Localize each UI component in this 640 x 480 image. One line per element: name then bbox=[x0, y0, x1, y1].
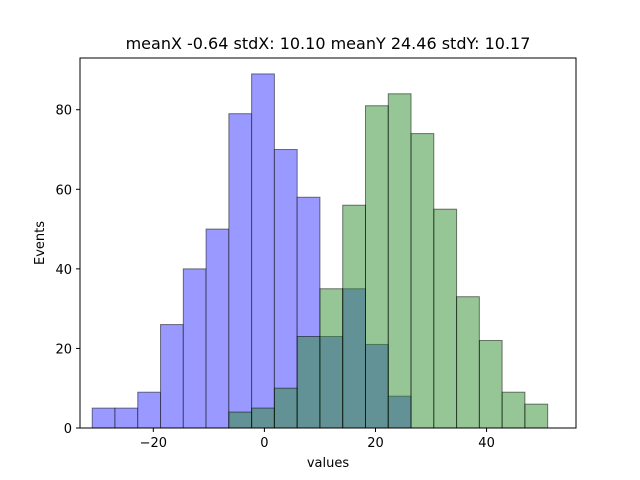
plot-area bbox=[91, 73, 549, 429]
y-tick-label: 0 bbox=[64, 422, 72, 437]
bar-series-1-bin-9 bbox=[273, 149, 298, 429]
y-tick-label: 60 bbox=[55, 183, 72, 198]
bar-series-2-bin-9 bbox=[410, 133, 435, 429]
bar-series-2-bin-2 bbox=[251, 407, 275, 429]
bar-series-1-bin-3 bbox=[137, 391, 162, 429]
bar-series-2-bin-4 bbox=[296, 335, 321, 429]
x-tick-label: −20 bbox=[140, 436, 167, 451]
y-axis-label: Events bbox=[33, 221, 48, 265]
x-tick-label: 40 bbox=[478, 436, 495, 451]
bar-series-2-bin-3 bbox=[273, 387, 298, 429]
bar-series-2-bin-12 bbox=[478, 339, 503, 429]
y-tick-label: 80 bbox=[55, 104, 72, 119]
bar-series-1-bin-6 bbox=[205, 228, 230, 429]
y-axis: 0 20 40 60 80 bbox=[55, 104, 80, 437]
bar-series-1-bin-8 bbox=[251, 73, 275, 429]
bar-series-2-bin-11 bbox=[456, 296, 480, 429]
bar-series-2-bin-5 bbox=[319, 288, 344, 429]
bar-series-2-bin-14 bbox=[524, 403, 549, 429]
bar-series-2-bin-8 bbox=[387, 93, 412, 429]
y-tick-label: 40 bbox=[55, 263, 72, 278]
chart-title: meanX -0.64 stdX: 10.10 meanY 24.46 stdY… bbox=[126, 34, 531, 53]
bar-series-1-bin-5 bbox=[182, 268, 207, 429]
bar-series-1-bin-2 bbox=[114, 407, 139, 429]
x-tick-label: 20 bbox=[367, 436, 384, 451]
plot-frame bbox=[79, 57, 577, 429]
x-tick-label: 0 bbox=[260, 436, 268, 451]
bar-series-1-bin-1 bbox=[91, 407, 116, 429]
bar-series-1-bin-4 bbox=[160, 324, 184, 429]
x-axis: −20 0 20 40 bbox=[140, 428, 495, 451]
bar-series-2-bin-6 bbox=[342, 204, 366, 429]
x-axis-label: values bbox=[307, 456, 350, 471]
bar-series-2-bin-13 bbox=[501, 391, 526, 429]
bar-series-2-bin-10 bbox=[433, 208, 458, 429]
bar-series-2-bin-1 bbox=[228, 411, 253, 429]
bar-series-2-bin-7 bbox=[364, 105, 389, 429]
bar-series-1-bin-7 bbox=[228, 113, 253, 429]
y-tick-label: 20 bbox=[55, 342, 72, 357]
